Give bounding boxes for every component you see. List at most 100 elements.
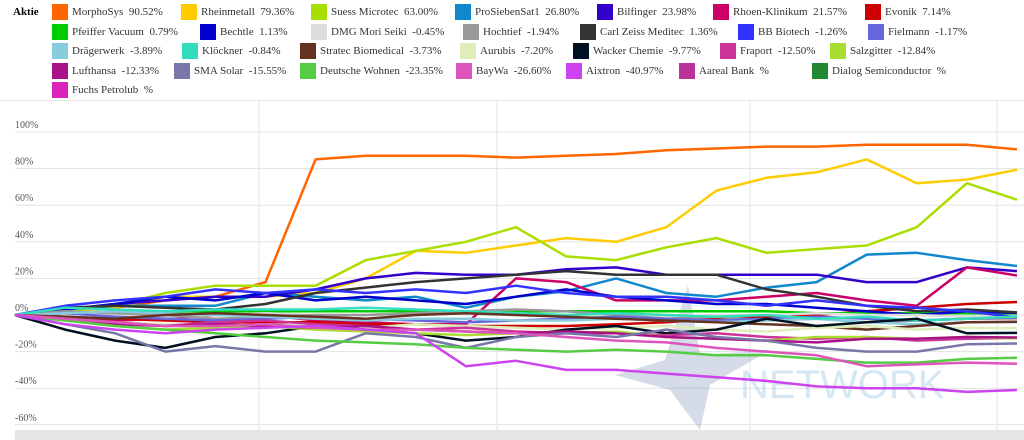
legend-item[interactable]: Evonik 7.14% [865,2,951,22]
legend-label: Pfeiffer Vacuum [72,25,144,38]
legend-label: ProSiebenSat1 [475,6,540,18]
legend-swatch [52,43,68,59]
legend-value: 0.79% [149,25,178,38]
series-line-bb-biotech[interactable] [14,284,1018,319]
legend-item[interactable]: Aixtron -40.97% [566,61,663,81]
legend-label: SMA Solar [194,64,244,77]
legend-value: 90.52% [128,6,163,18]
legend-item[interactable]: Rhoen-Klinikum 21.57% [713,2,847,22]
legend-item[interactable]: Bechtle 1.13% [200,22,288,42]
legend-swatch [52,23,68,40]
legend-item[interactable]: Pfeiffer Vacuum 0.79% [52,22,178,42]
legend-swatch [456,62,472,79]
legend-label: Evonik [885,6,917,18]
series-line-stratec-biomedical[interactable] [14,311,1018,331]
legend-item[interactable]: Salzgitter -12.84% [830,41,935,61]
legend-label: Bechtle [220,25,254,38]
legend-item[interactable]: Aareal Bank % [679,61,769,81]
legend-swatch [830,43,846,59]
legend-item[interactable]: Fraport -12.50% [720,41,815,61]
legend-value: -23.35% [405,64,443,77]
series-line-baywa[interactable] [14,313,1018,368]
legend-value: -9.77% [668,45,701,57]
legend-label: Carl Zeiss Meditec [600,25,684,38]
series-line-kl-ckner[interactable] [14,306,1018,322]
y-tick-label: 40% [15,230,33,241]
y-tick-label: 100% [15,120,38,131]
series-line-rheinmetall[interactable] [14,158,1018,317]
legend-label: Deutsche Wohnen [320,64,400,77]
series-line-suess-microtec[interactable] [14,181,1018,317]
legend-item[interactable]: ProSiebenSat1 26.80% [455,2,579,22]
legend-value: -3.73% [409,45,442,57]
legend-item[interactable]: Klöckner -0.84% [182,41,281,61]
legend-item[interactable]: Wacker Chemie -9.77% [573,41,701,61]
legend-swatch [455,4,471,20]
legend-swatch [52,4,68,20]
legend-item[interactable]: SMA Solar -15.55% [174,61,286,81]
legend-swatch [865,4,881,20]
legend-value: -26.60% [513,64,552,77]
legend-swatch [311,4,327,20]
series-line-sma-solar[interactable] [14,313,1018,353]
legend-swatch [463,23,479,40]
legend-swatch [738,23,754,40]
legend-label: Lufthansa [72,64,116,77]
legend-value: 63.00% [404,6,438,18]
legend-label: DMG Mori Seiki [331,25,407,38]
legend-value: -1.94% [526,25,560,38]
y-tick-label: 60% [15,193,33,204]
legend-item[interactable]: Stratec Biomedical -3.73% [300,41,442,61]
legend-item[interactable]: Carl Zeiss Meditec 1.36% [580,22,718,42]
legend-swatch [580,23,596,40]
legend-swatch [174,62,190,79]
legend-item[interactable]: BB Biotech -1.26% [738,22,847,42]
legend-item[interactable]: Suess Microtec 63.00% [311,2,438,22]
y-tick-label: 0% [15,303,28,314]
watermark-text: NETWORK [740,363,945,407]
y-tick-label: 80% [15,157,33,168]
legend-item[interactable]: Fuchs Petrolub % [52,80,153,100]
legend-swatch [300,43,316,59]
legend-swatch [200,23,216,40]
legend-label: Fuchs Petrolub [72,84,139,96]
legend-item[interactable]: Aurubis -7.20% [460,41,553,61]
legend-item[interactable]: Rheinmetall 79.36% [181,2,294,22]
legend-swatch [311,23,327,40]
legend-item[interactable]: Bilfinger 23.98% [597,2,696,22]
legend-row: Fuchs Petrolub % [0,80,1024,100]
legend-value: -0.84% [248,45,281,57]
legend-row: MorphoSys 90.52% Rheinmetall 79.36% Suess … [0,2,1024,22]
legend-label: Aixtron [586,64,621,77]
line-chart: 100% 80% 60% 40% 20% 0% -20% -40% -60% NETWORK [14,100,1024,440]
legend-label: Salzgitter [850,45,893,57]
legend-item[interactable]: Fielmann -1.17% [868,22,967,42]
legend-label: BayWa [476,64,509,77]
legend-label: Fielmann [888,25,930,38]
x-axis-bar[interactable] [15,430,1024,440]
legend-item[interactable]: Deutsche Wohnen -23.35% [300,61,443,81]
legend-item[interactable]: Dialog Semiconductor % [812,61,946,81]
legend-item[interactable]: Drägerwerk -3.89% [52,41,162,61]
series-line-bechtle[interactable] [14,288,1018,317]
legend-label: Aareal Bank [699,64,755,77]
legend-item[interactable]: DMG Mori Seiki -0.45% [311,22,444,42]
legend-value: -15.55% [248,64,287,77]
legend-swatch [868,23,884,40]
legend-item[interactable]: MorphoSys 90.52% [52,2,163,22]
legend-item[interactable]: Hochtief -1.94% [463,22,559,42]
legend-label: Aurubis [480,45,516,57]
legend-label: Fraport [740,45,773,57]
legend-value: 21.57% [813,6,847,18]
series-line-morphosys[interactable] [14,143,1018,317]
legend-value: 23.98% [662,6,697,18]
legend-item[interactable]: Lufthansa -12.33% [52,61,159,81]
legend-item[interactable]: BayWa -26.60% [456,61,551,81]
legend-label: BB Biotech [758,25,810,38]
series-line-aixtron[interactable] [14,313,1018,394]
series-lines [14,143,1018,394]
legend-swatch [713,4,729,20]
y-tick-label: -40% [15,376,37,387]
legend-value: -7.20% [520,45,554,57]
legend-value: 79.36% [260,6,295,18]
